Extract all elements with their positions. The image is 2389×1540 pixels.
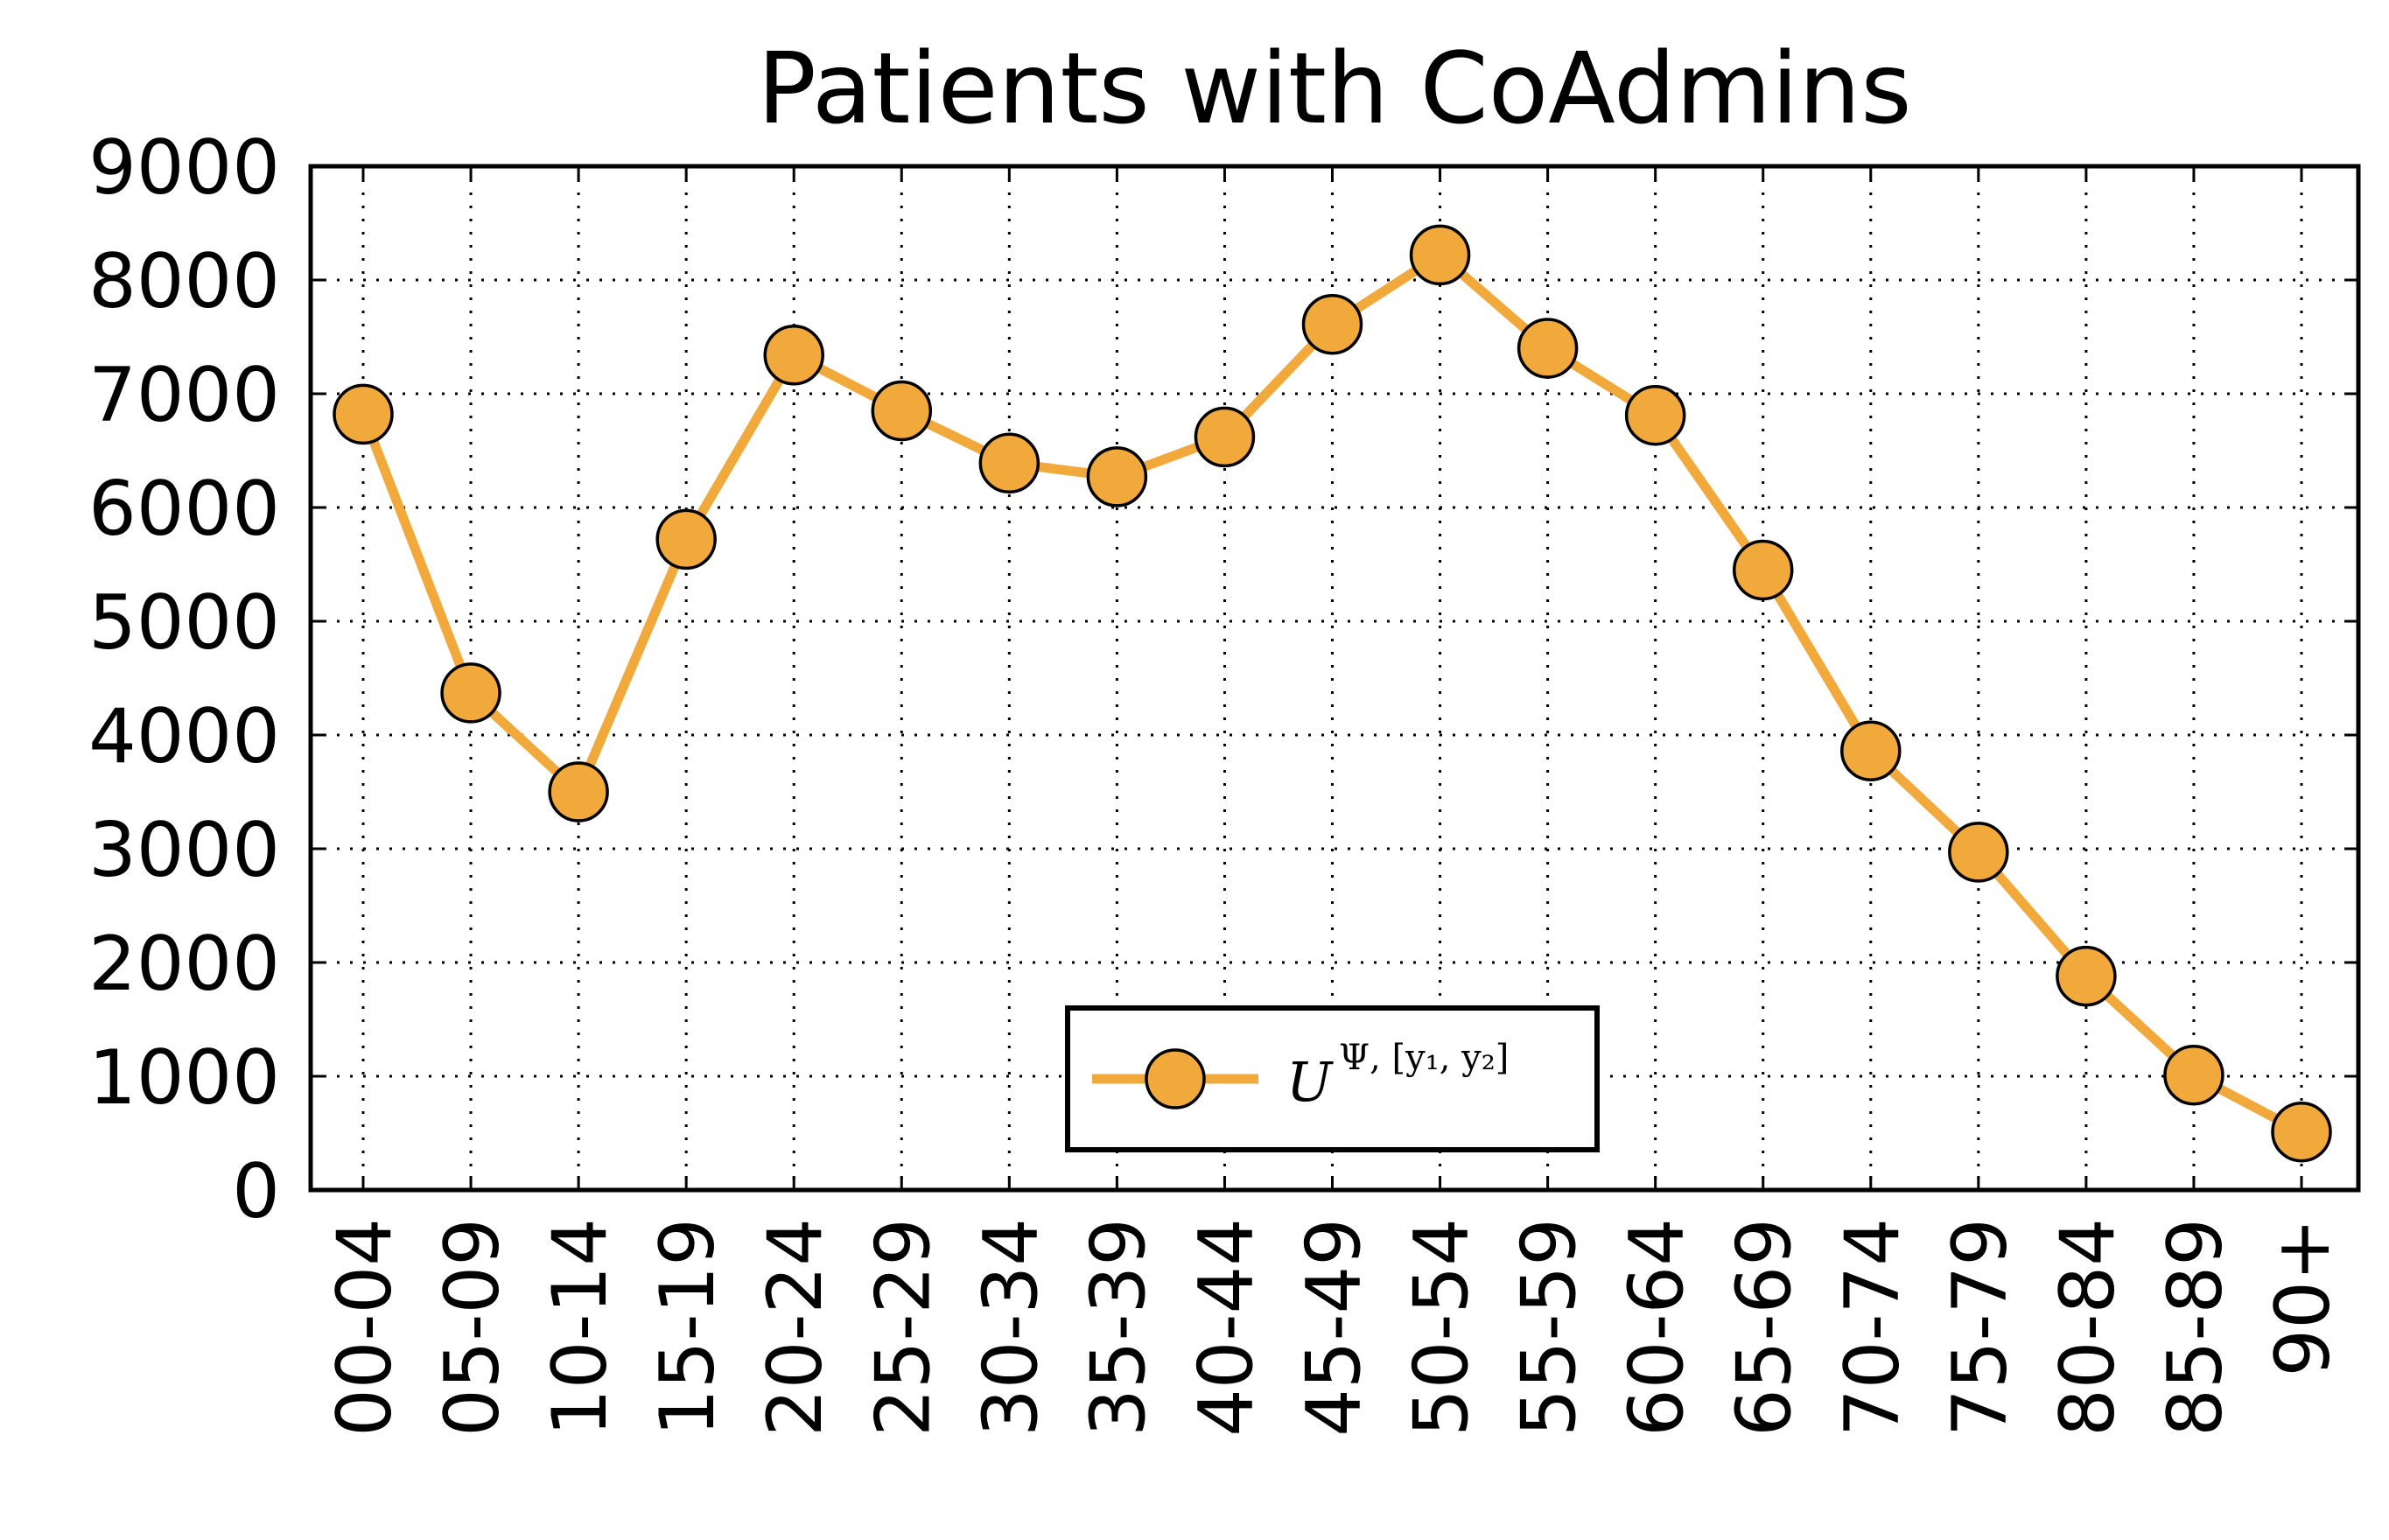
legend-label: U — [1286, 1050, 1334, 1114]
y-tick-label: 3000 — [88, 807, 280, 894]
data-point — [1624, 384, 1686, 446]
y-tick-label: 6000 — [88, 466, 280, 553]
legend: U Ψ, [y₁, y₂] — [1065, 1005, 1600, 1152]
series-layer — [333, 224, 2332, 1163]
y-tick-label: 2000 — [88, 920, 280, 1008]
x-tick-label: 70-74 — [1829, 1218, 1916, 1437]
data-point — [1840, 720, 1902, 781]
y-tick-label: 5000 — [88, 579, 280, 667]
data-point — [1194, 406, 1256, 468]
y-tick-label: 7000 — [88, 352, 280, 439]
x-tick-label: 80-84 — [2044, 1218, 2132, 1437]
x-tick-label: 00-04 — [321, 1218, 409, 1437]
legend-label-superscript: Ψ, [y₁, y₂] — [1339, 1038, 1509, 1078]
x-tick-label: 40-44 — [1182, 1218, 1270, 1437]
y-tick-label: 8000 — [88, 238, 280, 326]
data-point — [440, 662, 501, 724]
x-tick-label: 05-09 — [429, 1218, 516, 1437]
data-point — [763, 325, 824, 386]
plot-area-frame — [308, 164, 2361, 1193]
data-point — [1948, 822, 2009, 883]
x-tick-label: 60-64 — [1614, 1218, 1701, 1437]
data-point — [978, 432, 1040, 494]
legend-box — [1065, 1005, 1600, 1152]
x-tick-label: 90+ — [2259, 1218, 2347, 1377]
x-tick-label: 30-34 — [967, 1218, 1054, 1437]
data-point — [871, 380, 933, 442]
x-tick-label: 15-19 — [644, 1218, 732, 1437]
x-tick-label: 45-49 — [1291, 1218, 1378, 1437]
data-point — [1517, 318, 1579, 379]
data-point — [548, 761, 609, 822]
x-tick-label: 75-79 — [1937, 1218, 2024, 1437]
y-tick-label: 4000 — [88, 693, 280, 780]
y-axis: 0 1000 2000 3000 4000 5000 6000 7000 8000 9000 — [88, 124, 2358, 1236]
data-point — [333, 383, 394, 445]
data-point — [1409, 224, 1471, 286]
y-tick-label: 9000 — [88, 124, 280, 212]
x-tick-label: 50-54 — [1398, 1218, 1486, 1437]
grid — [311, 166, 2358, 1190]
x-tick-label: 55-59 — [1506, 1218, 1594, 1437]
x-tick-label: 85-89 — [2152, 1218, 2239, 1437]
x-tick-label: 20-24 — [752, 1218, 839, 1437]
data-point — [2056, 945, 2117, 1007]
data-point — [1086, 446, 1148, 508]
y-tick-label: 1000 — [88, 1034, 280, 1122]
x-tick-label: 25-29 — [859, 1218, 947, 1437]
data-point — [1732, 539, 1794, 601]
data-point — [655, 508, 717, 570]
chart-title: Patients with CoAdmins — [757, 32, 1911, 146]
y-tick-label: 0 — [232, 1148, 280, 1236]
data-point — [2271, 1101, 2332, 1163]
data-point — [2163, 1044, 2224, 1106]
x-tick-label: 35-39 — [1075, 1218, 1162, 1437]
x-tick-label: 10-14 — [536, 1218, 624, 1437]
data-point — [1301, 293, 1363, 355]
x-axis: 00-04 05-09 10-14 15-19 20-24 25-29 30-34 35-39… — [321, 166, 2347, 1437]
x-tick-label: 65-69 — [1721, 1218, 1809, 1437]
legend-marker — [1145, 1048, 1206, 1110]
